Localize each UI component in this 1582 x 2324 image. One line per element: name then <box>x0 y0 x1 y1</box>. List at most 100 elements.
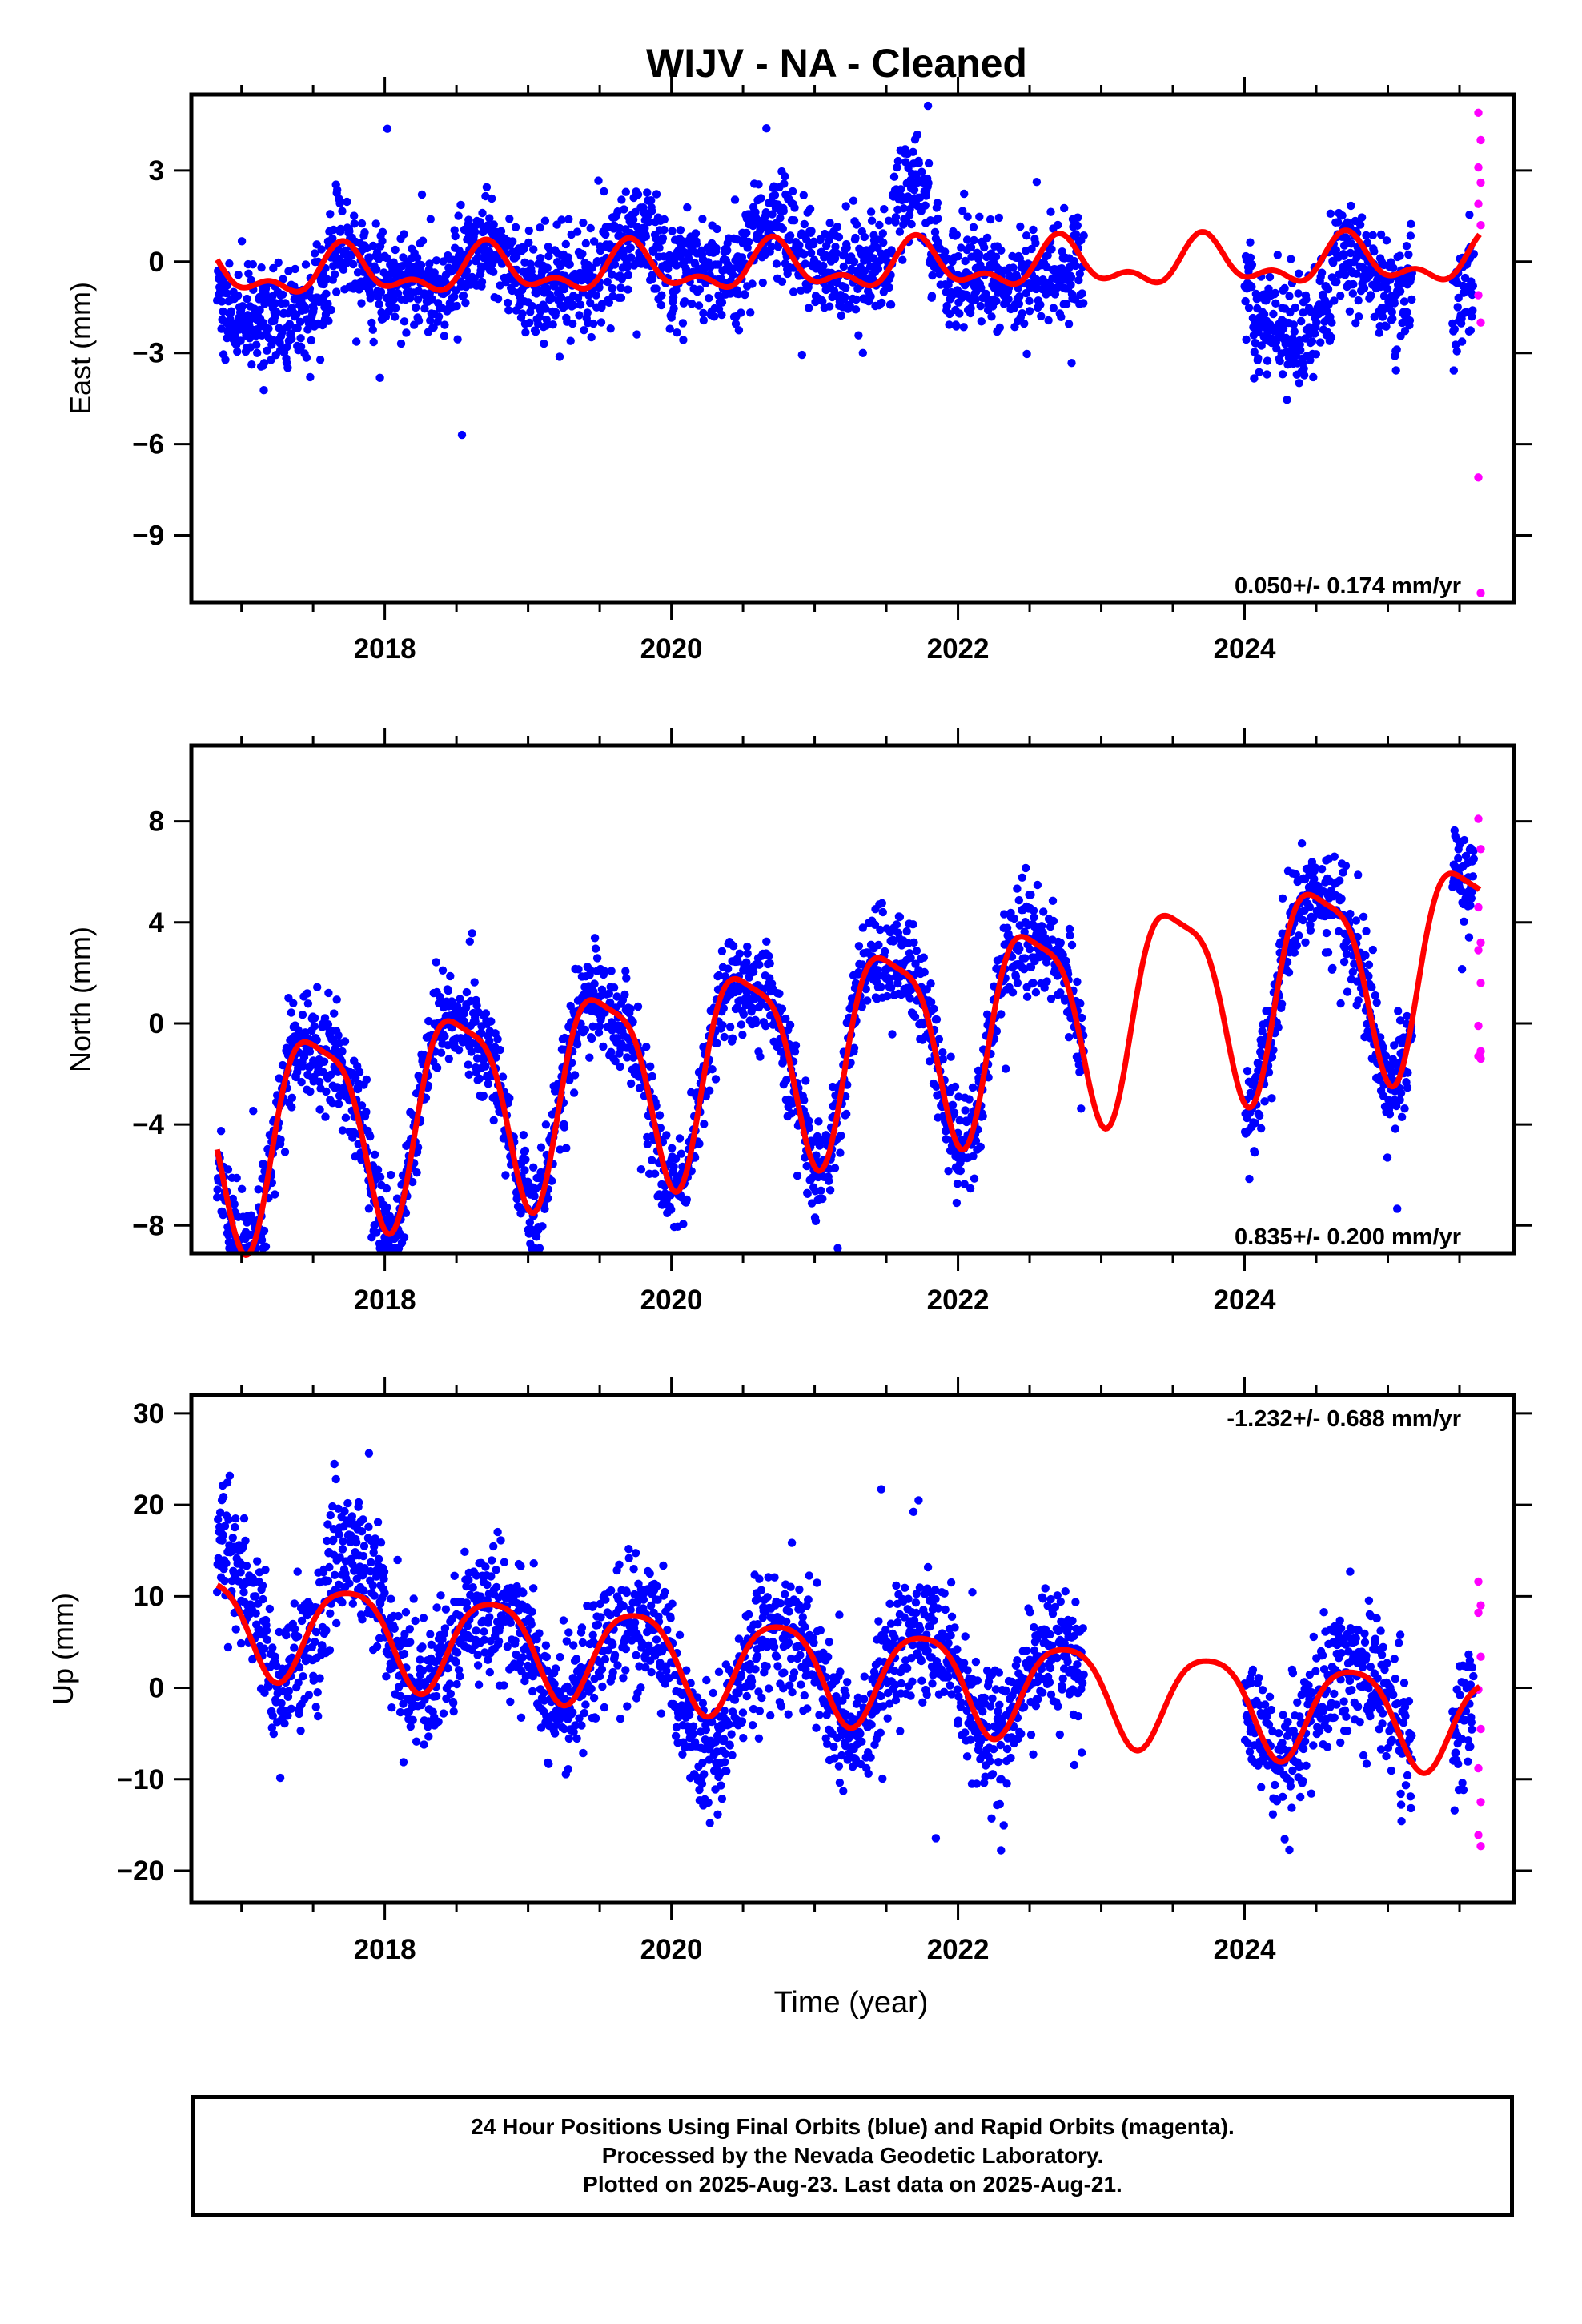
final-orbit-point <box>877 899 887 908</box>
final-orbit-point <box>541 1120 551 1129</box>
final-orbit-point <box>306 1087 315 1096</box>
final-orbit-point <box>621 187 630 196</box>
y-tick-label: −3 <box>132 338 164 369</box>
final-orbit-point <box>1255 1111 1264 1120</box>
final-orbit-point <box>643 188 652 197</box>
final-orbit-point <box>1339 957 1349 967</box>
final-orbit-point <box>436 1048 446 1057</box>
final-orbit-point <box>1452 347 1461 356</box>
final-orbit-point <box>895 912 905 922</box>
final-orbit-point <box>873 264 883 273</box>
final-orbit-point <box>948 1100 958 1110</box>
final-orbit-point <box>478 208 487 218</box>
final-orbit-point <box>608 283 616 293</box>
final-orbit-point <box>642 1043 651 1051</box>
final-orbit-point <box>1014 300 1024 308</box>
final-orbit-point <box>814 1117 823 1126</box>
final-orbit-point <box>588 263 596 272</box>
final-orbit-point <box>825 219 834 227</box>
final-orbit-point <box>481 1009 491 1018</box>
final-orbit-point <box>536 223 544 232</box>
final-orbit-point <box>705 1086 714 1095</box>
final-orbit-point <box>1022 992 1032 1001</box>
final-orbit-point <box>734 326 744 335</box>
east-y-axis-label: East (mm) <box>64 282 97 415</box>
final-orbit-point <box>1307 337 1317 346</box>
final-orbit-point <box>565 260 574 269</box>
final-orbit-point <box>544 251 553 261</box>
final-orbit-point <box>319 1057 329 1067</box>
final-orbit-point <box>832 249 841 258</box>
final-orbit-point <box>519 1131 528 1140</box>
final-orbit-point <box>493 294 503 304</box>
final-orbit-point <box>247 275 255 285</box>
final-orbit-point <box>1247 260 1257 269</box>
final-orbit-point <box>601 230 610 239</box>
final-orbit-point <box>1265 272 1275 282</box>
final-orbit-point <box>340 1037 350 1046</box>
final-orbit-point <box>1292 941 1302 950</box>
final-orbit-point <box>253 348 262 357</box>
final-orbit-point <box>877 298 886 308</box>
final-orbit-point <box>825 302 834 311</box>
final-orbit-point <box>383 124 392 133</box>
final-orbit-point <box>470 978 479 987</box>
final-orbit-point <box>831 243 840 251</box>
final-orbit-point <box>651 234 661 243</box>
final-orbit-point <box>884 216 893 225</box>
final-orbit-point <box>852 220 861 229</box>
final-orbit-point <box>457 430 467 440</box>
final-orbit-point <box>338 1126 347 1135</box>
final-orbit-point <box>511 223 520 231</box>
final-orbit-point <box>694 301 704 310</box>
final-orbit-point <box>718 1021 727 1030</box>
rapid-orbit-point <box>1474 108 1483 117</box>
final-orbit-point <box>1263 356 1272 365</box>
final-orbit-point <box>779 207 788 215</box>
final-orbit-point <box>1049 304 1058 312</box>
rapid-orbit-point <box>1476 589 1485 597</box>
final-orbit-point <box>504 298 512 308</box>
final-orbit-point <box>946 1052 955 1061</box>
final-orbit-point <box>839 262 849 271</box>
final-orbit-point <box>1323 948 1333 957</box>
final-orbit-point <box>560 284 569 294</box>
final-orbit-point <box>369 337 378 347</box>
final-orbit-point <box>333 185 342 195</box>
final-orbit-point <box>1330 852 1339 861</box>
final-orbit-point <box>548 294 556 303</box>
final-orbit-point <box>338 1047 347 1056</box>
final-orbit-point <box>778 224 787 233</box>
final-orbit-point <box>504 306 513 315</box>
final-orbit-point <box>1032 178 1042 187</box>
final-orbit-point <box>505 1094 514 1103</box>
final-orbit-point <box>1383 1153 1392 1162</box>
final-orbit-point <box>1015 944 1024 953</box>
final-orbit-point <box>879 238 888 247</box>
final-orbit-point <box>284 267 293 275</box>
final-orbit-point <box>313 983 322 991</box>
final-orbit-point <box>669 1162 678 1172</box>
final-orbit-point <box>540 339 548 348</box>
final-orbit-point <box>1367 291 1375 300</box>
final-orbit-point <box>329 225 338 235</box>
final-orbit-point <box>1254 354 1263 363</box>
x-tick-label: 2018 <box>354 633 416 665</box>
final-orbit-point <box>412 254 422 263</box>
final-orbit-point <box>909 920 917 929</box>
final-orbit-point <box>521 328 530 337</box>
y-tick-label: 0 <box>149 247 164 278</box>
final-orbit-point <box>1468 872 1478 881</box>
final-orbit-point <box>969 223 978 231</box>
final-orbit-point <box>997 1010 1006 1019</box>
final-orbit-point <box>608 270 616 279</box>
final-orbit-point <box>1037 312 1046 320</box>
final-orbit-point <box>487 1017 496 1026</box>
final-orbit-point <box>952 322 961 331</box>
final-orbit-point <box>728 1034 737 1043</box>
final-orbit-point <box>960 189 969 199</box>
final-orbit-point <box>1047 245 1056 254</box>
final-orbit-point <box>610 260 620 269</box>
final-orbit-point <box>746 308 755 317</box>
final-orbit-point <box>961 1106 970 1115</box>
